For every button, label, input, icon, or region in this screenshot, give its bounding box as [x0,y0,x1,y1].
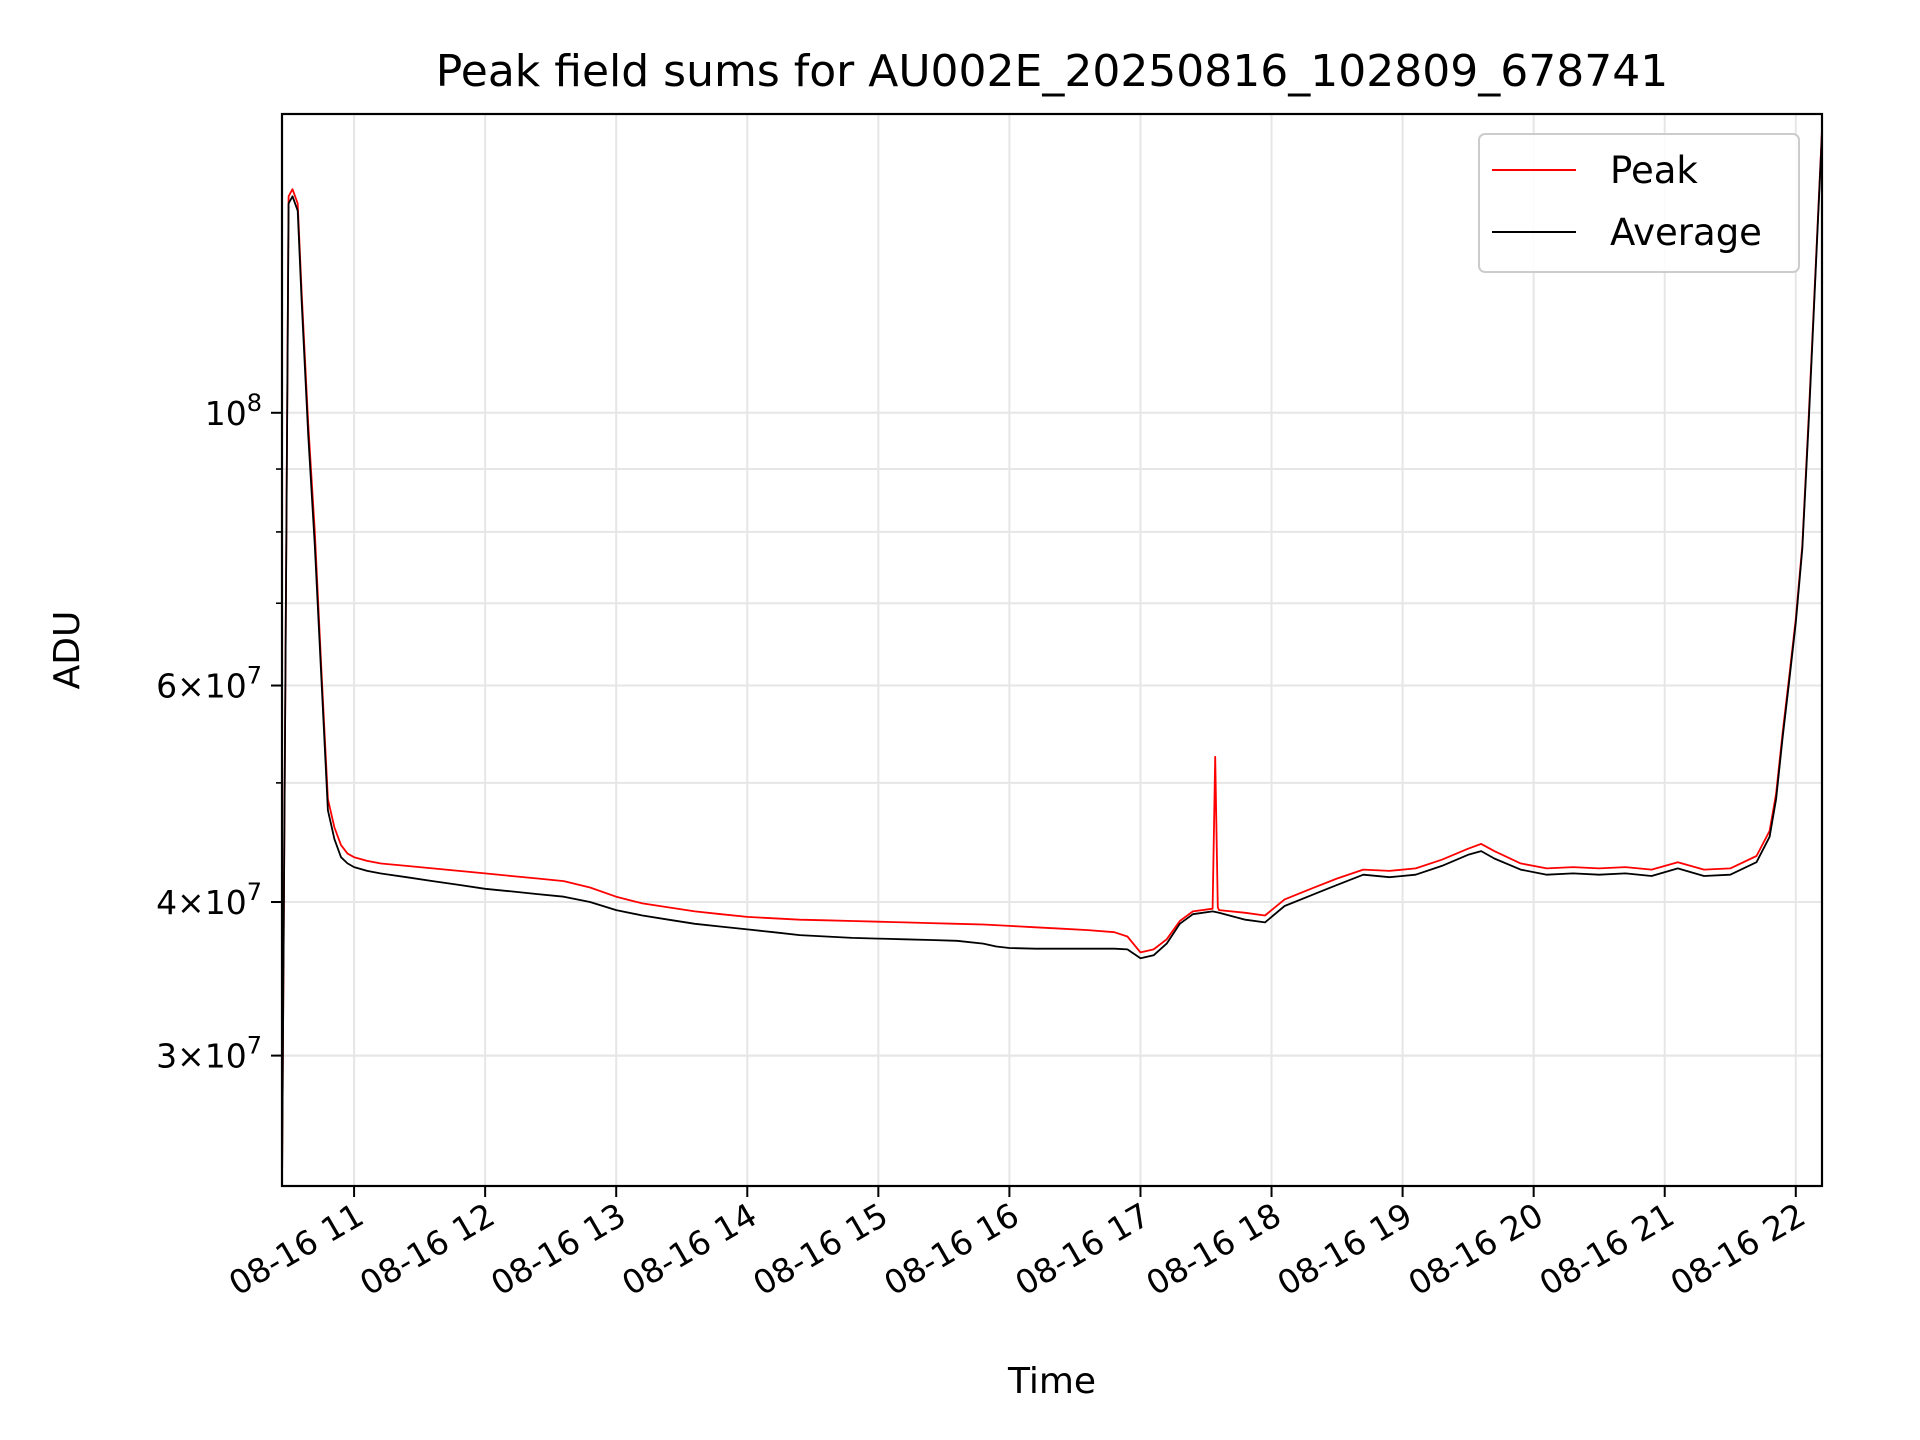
legend: Peak Average [1478,133,1800,273]
y-axis: 108 6×107 4×107 3×107 [156,389,282,1076]
legend-label-peak: Peak [1610,149,1698,192]
y-tick-label: 108 [205,389,262,433]
series-line-peak [281,129,1823,1187]
chart-title: Peak field sums for AU002E_20250816_1028… [436,46,1668,97]
y-tick-label: 6×107 [156,662,262,706]
x-axis-label: Time [1007,1361,1096,1402]
series-line-average [281,132,1823,1187]
plot-area-frame [280,112,1824,1188]
y-tick-label: 3×107 [156,1032,262,1076]
y-axis-label: ADU [47,611,88,690]
legend-label-average: Average [1610,211,1762,254]
series-layer [281,129,1823,1187]
grid [282,114,1822,1186]
y-tick-label: 4×107 [156,878,262,922]
legend-frame [1478,133,1800,273]
